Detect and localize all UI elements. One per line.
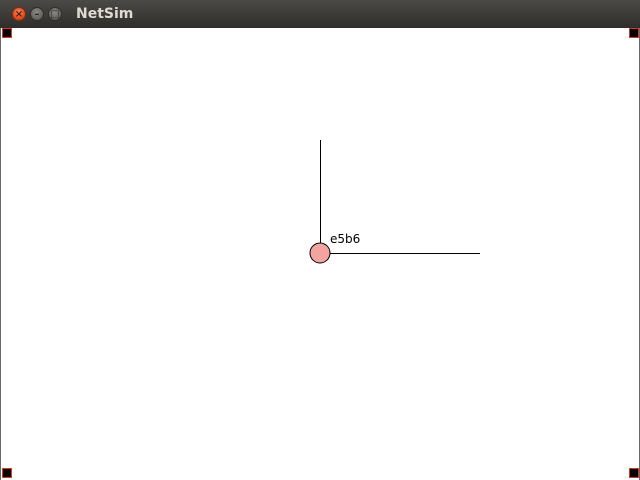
close-icon[interactable]: ×: [12, 7, 26, 21]
resize-handle-top-right[interactable]: [629, 28, 639, 38]
window-title: NetSim: [76, 6, 134, 22]
node-label: e5b6: [330, 232, 360, 246]
title-bar[interactable]: × – □ NetSim: [0, 0, 640, 29]
resize-handle-bottom-left[interactable]: [2, 468, 12, 478]
node-circle[interactable]: [309, 242, 331, 264]
resize-handle-bottom-right[interactable]: [629, 468, 639, 478]
resize-handle-top-left[interactable]: [2, 28, 12, 38]
network-graph: e5b6: [309, 140, 480, 264]
maximize-icon[interactable]: □: [48, 7, 62, 21]
minimize-icon[interactable]: –: [30, 7, 44, 21]
network-canvas[interactable]: e5b6: [0, 28, 640, 480]
